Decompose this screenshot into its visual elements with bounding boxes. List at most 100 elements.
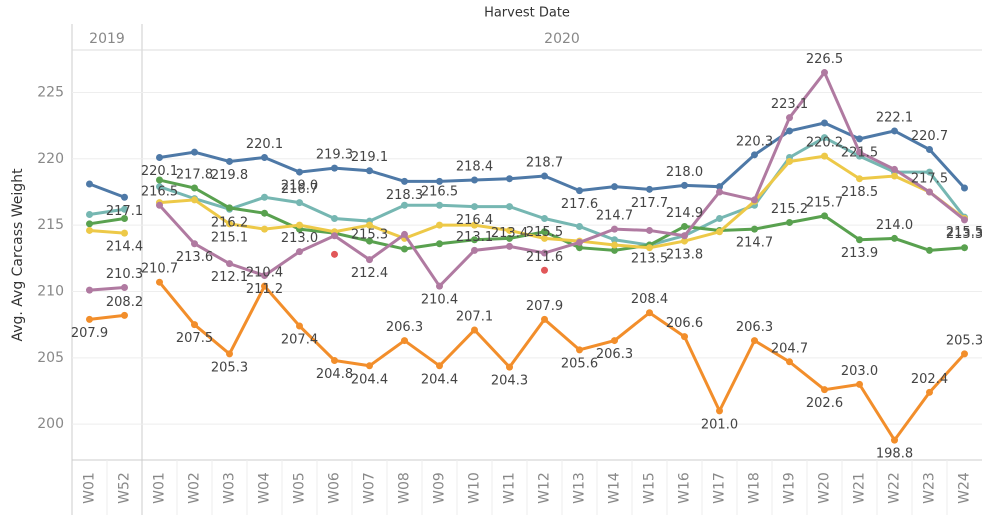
data-point	[471, 246, 478, 254]
data-point	[891, 234, 898, 242]
y-tick-label: 215	[37, 217, 64, 233]
data-point	[611, 236, 618, 244]
data-label: 219.8	[211, 168, 248, 183]
data-label: 217.6	[561, 197, 598, 212]
data-label: 213.3	[946, 227, 982, 242]
data-label: 207.9	[526, 299, 563, 314]
data-label: 204.4	[351, 372, 388, 387]
x-tick-label: W24	[957, 472, 973, 504]
data-label: 212.1	[211, 270, 248, 285]
data-label: 207.4	[281, 332, 318, 347]
data-point	[681, 181, 688, 189]
data-point	[86, 180, 93, 188]
data-point	[86, 211, 93, 219]
data-point	[541, 266, 548, 274]
data-label: 202.6	[806, 396, 843, 411]
data-label: 221.5	[841, 145, 878, 160]
data-label: 216.4	[456, 213, 493, 228]
data-point	[681, 333, 688, 341]
data-label: 217.7	[631, 196, 668, 211]
data-point	[786, 157, 793, 165]
data-point	[471, 221, 478, 229]
data-point	[786, 218, 793, 226]
data-label: 213.0	[281, 231, 318, 246]
data-point	[681, 237, 688, 245]
data-point	[891, 165, 898, 173]
data-point	[576, 244, 583, 252]
data-point	[331, 250, 338, 258]
data-label: 212.4	[351, 266, 388, 281]
data-point	[891, 127, 898, 135]
series-line	[89, 313, 125, 321]
y-axis-label: Avg. Avg Carcass Weight	[10, 168, 26, 342]
group-label: 2019	[89, 31, 125, 47]
data-point	[86, 315, 93, 323]
data-label: 205.3	[946, 333, 982, 348]
y-tick-label: 205	[37, 350, 64, 366]
data-label: 220.2	[806, 136, 843, 151]
data-point	[751, 151, 758, 159]
data-point	[926, 188, 933, 196]
data-label: 220.3	[736, 134, 773, 149]
data-point	[156, 153, 163, 161]
data-label: 217.8	[176, 167, 213, 182]
y-tick-label: 200	[37, 416, 64, 432]
data-label: 205.3	[211, 360, 248, 375]
data-point	[821, 119, 828, 127]
data-point	[646, 226, 653, 234]
data-point	[681, 232, 688, 240]
data-point	[926, 146, 933, 154]
x-tick-label: W17	[712, 472, 728, 504]
data-label: 216.2	[211, 216, 248, 231]
data-label: 219.3	[316, 148, 353, 163]
data-point	[261, 193, 268, 201]
data-label: 218.5	[841, 185, 878, 200]
data-label: 211.2	[246, 282, 283, 297]
data-point	[121, 205, 128, 213]
data-point	[296, 199, 303, 207]
data-point	[261, 153, 268, 161]
data-point	[751, 196, 758, 204]
data-point	[191, 184, 198, 192]
data-point	[891, 436, 898, 444]
data-point	[226, 204, 233, 212]
data-point	[856, 175, 863, 183]
data-point	[856, 236, 863, 244]
data-point	[191, 321, 198, 329]
x-tick-label: W11	[502, 472, 518, 504]
x-tick-label: W18	[747, 472, 763, 504]
data-label: 223.1	[771, 97, 808, 112]
data-point	[226, 220, 233, 228]
data-point	[786, 114, 793, 122]
data-point	[716, 183, 723, 191]
data-point	[611, 225, 618, 233]
data-label: 219.0	[281, 179, 318, 194]
data-label: 206.6	[666, 316, 703, 331]
data-label: 220.1	[246, 137, 283, 152]
data-point	[541, 172, 548, 180]
data-point	[506, 226, 513, 234]
data-label: 206.3	[596, 347, 633, 362]
x-tick-label: W04	[257, 472, 273, 504]
data-point	[401, 337, 408, 345]
data-point	[576, 222, 583, 230]
data-label: 215.2	[771, 202, 808, 217]
data-label: 218.4	[456, 160, 493, 175]
data-point	[86, 286, 93, 294]
data-point	[121, 229, 128, 237]
series-line	[159, 135, 966, 247]
data-point	[716, 188, 723, 196]
data-point	[401, 201, 408, 209]
data-point	[366, 256, 373, 264]
data-point	[436, 282, 443, 290]
data-label: 213.8	[666, 248, 703, 263]
series-line	[158, 69, 966, 289]
group-label: 2020	[544, 31, 580, 47]
data-point	[611, 241, 618, 249]
data-label: 210.4	[421, 293, 458, 308]
x-tick-label: W21	[852, 472, 868, 504]
data-label: 210.7	[141, 262, 178, 277]
series-line	[89, 217, 125, 226]
series-line	[158, 281, 966, 443]
x-tick-label: W16	[677, 472, 693, 504]
